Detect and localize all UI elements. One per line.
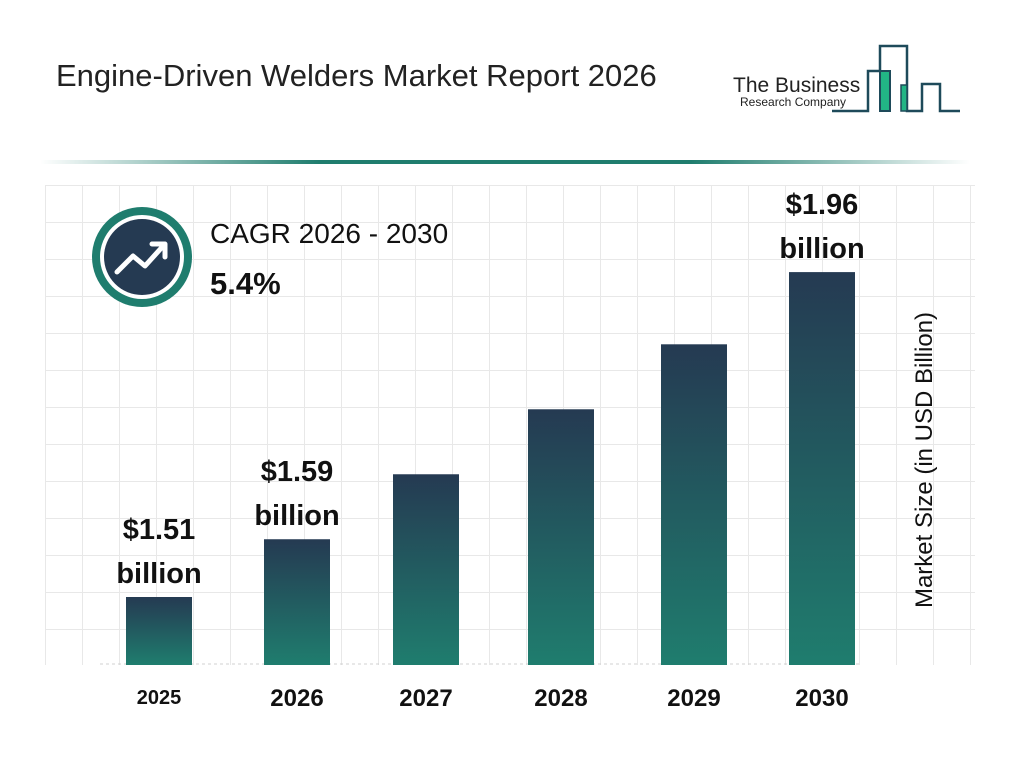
bar-2027 — [393, 474, 459, 665]
y-axis-label: Market Size (in USD Billion) — [911, 311, 938, 609]
x-tick-label: 2030 — [795, 685, 848, 712]
bar-2025 — [126, 597, 192, 665]
x-tick-label: 2025 — [137, 687, 182, 709]
cagr-badge — [92, 207, 192, 307]
bar-2030 — [789, 272, 855, 665]
trending-up-icon — [114, 241, 168, 275]
x-tick-label: 2029 — [667, 685, 720, 712]
cagr-label: CAGR 2026 - 2030 — [210, 218, 449, 249]
data-label-unit: billion — [779, 233, 864, 265]
x-tick-label: 2027 — [399, 685, 452, 712]
bar-2026 — [264, 539, 330, 665]
data-label-value: $1.96 — [786, 189, 859, 221]
bar-2028 — [528, 409, 594, 665]
data-label-unit: billion — [116, 558, 201, 590]
company-logo — [832, 44, 960, 113]
data-label-value: $1.59 — [261, 456, 334, 488]
logo-text-line2: Research Company — [740, 95, 847, 109]
logo-text-line1: The Business — [733, 74, 861, 97]
bar-2029 — [661, 344, 727, 665]
data-label-unit: billion — [254, 500, 339, 532]
x-tick-label: 2028 — [534, 685, 587, 712]
header-divider — [40, 160, 970, 164]
data-label-value: $1.51 — [123, 514, 196, 546]
x-tick-label: 2026 — [270, 685, 323, 712]
cagr-value: 5.4% — [210, 266, 281, 301]
page-title: Engine-Driven Welders Market Report 2026 — [56, 58, 657, 93]
